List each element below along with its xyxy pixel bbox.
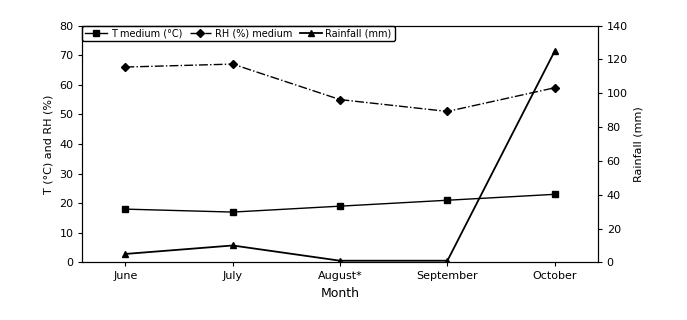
Y-axis label: Rainfall (mm): Rainfall (mm) — [633, 106, 644, 182]
X-axis label: Month: Month — [321, 287, 359, 300]
Y-axis label: T (°C) and RH (%): T (°C) and RH (%) — [44, 94, 54, 194]
Legend: T medium (°C), RH (%) medium, Rainfall (mm): T medium (°C), RH (%) medium, Rainfall (… — [82, 26, 394, 41]
